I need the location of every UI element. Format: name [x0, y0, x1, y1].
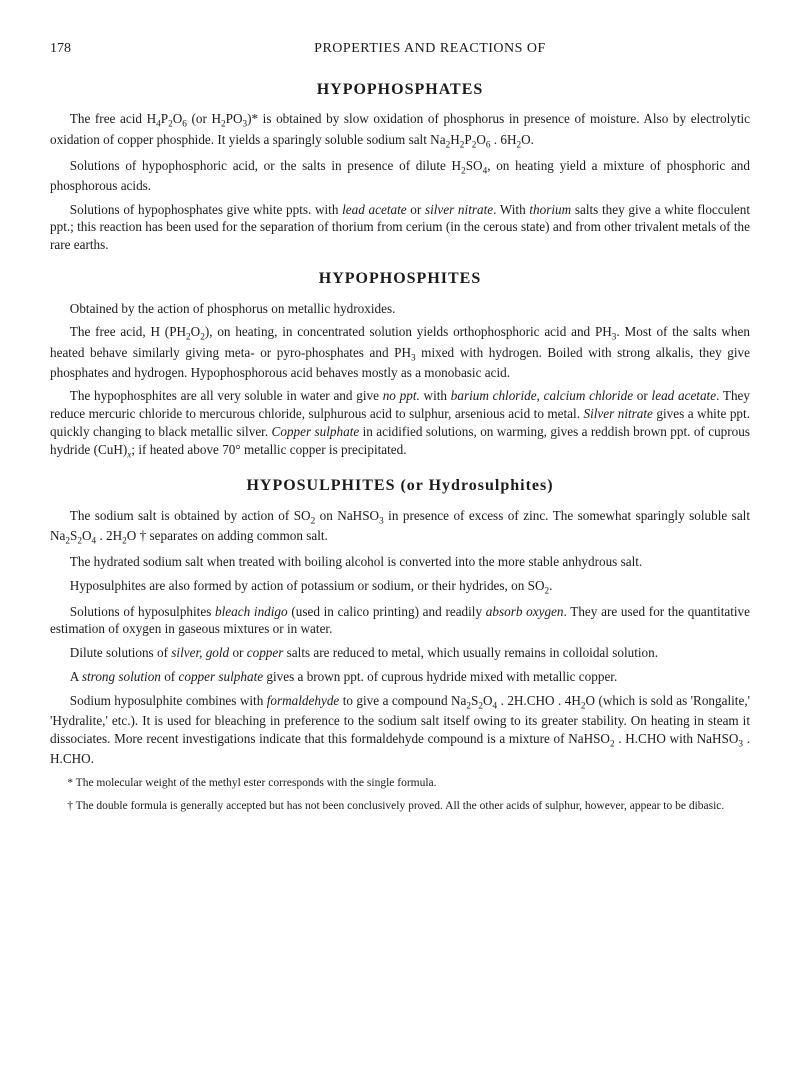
para: Solutions of hypophosphates give white p…: [50, 201, 750, 254]
para: The hypophosphites are all very soluble …: [50, 387, 750, 461]
section-title-hypophosphates: HYPOPHOSPHATES: [50, 79, 750, 101]
para: Solutions of hyposulphites bleach indigo…: [50, 603, 750, 639]
para: Obtained by the action of phosphorus on …: [50, 300, 750, 318]
para: The sodium salt is obtained by action of…: [50, 507, 750, 547]
para: Dilute solutions of silver, gold or copp…: [50, 644, 750, 662]
para: Hyposulphites are also formed by action …: [50, 577, 750, 597]
page-header: 178 PROPERTIES AND REACTIONS OF: [50, 40, 750, 59]
para: The hydrated sodium salt when treated wi…: [50, 553, 750, 571]
section-title-hyposulphites: HYPOSULPHITES (or Hydrosulphites): [50, 475, 750, 497]
para: Solutions of hypophosphoric acid, or the…: [50, 157, 750, 195]
para: The free acid H4P2O6 (or H2PO3)* is obta…: [50, 110, 750, 150]
para: Sodium hyposulphite combines with formal…: [50, 692, 750, 768]
footnote-1: * The molecular weight of the methyl est…: [50, 776, 750, 792]
page-number: 178: [50, 40, 110, 59]
para: A strong solution of copper sulphate giv…: [50, 668, 750, 686]
running-head: PROPERTIES AND REACTIONS OF: [110, 40, 750, 59]
section-title-hypophosphites: HYPOPHOSPHITES: [50, 268, 750, 290]
para: The free acid, H (PH2O2), on heating, in…: [50, 323, 750, 381]
footnote-2: † The double formula is generally accept…: [50, 799, 750, 815]
